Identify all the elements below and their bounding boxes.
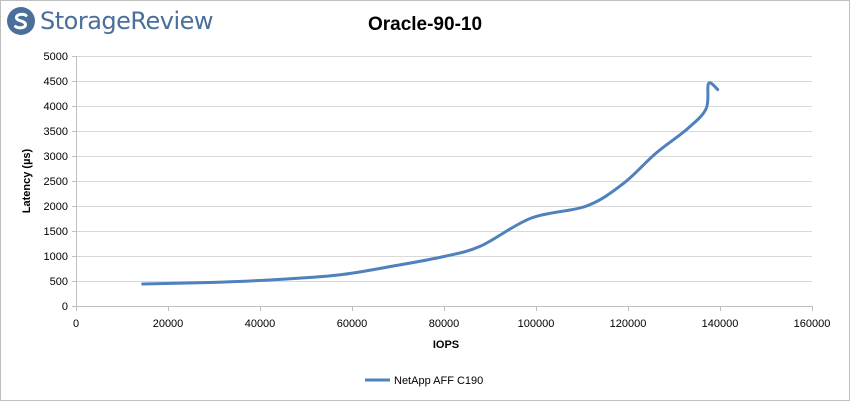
y-tick-label: 2500 <box>44 176 68 188</box>
series-lines <box>141 81 720 286</box>
x-tick-label: 140000 <box>702 318 739 330</box>
y-tick-label: 3500 <box>44 126 68 138</box>
x-tick-label: 160000 <box>794 318 831 330</box>
y-tick-label: 500 <box>50 276 68 288</box>
axes <box>72 56 813 311</box>
x-tick-label: 0 <box>73 318 79 330</box>
y-tick-label: 1500 <box>44 226 68 238</box>
x-tick-label: 40000 <box>245 318 276 330</box>
y-axis-label: Latency (µs) <box>21 148 33 213</box>
x-tick-label: 20000 <box>153 318 184 330</box>
x-tick-label: 120000 <box>610 318 647 330</box>
y-tick-label: 3000 <box>44 151 68 163</box>
x-tick-label: 100000 <box>518 318 555 330</box>
x-axis-label: IOPS <box>433 339 459 351</box>
chart-title-text: Oracle-90-10 <box>367 14 483 35</box>
y-tick-labels: 0 500 1000 1500 2000 2500 3000 3500 4000 4500 5000 <box>44 51 68 313</box>
y-tick-label: 1000 <box>44 251 68 263</box>
y-tick-label: 4000 <box>44 101 68 113</box>
gridlines <box>76 56 812 282</box>
storagereview-logo-icon <box>7 7 35 35</box>
y-tick-label: 4500 <box>44 76 68 88</box>
y-tick-label: 5000 <box>44 51 68 63</box>
series-line <box>141 81 720 286</box>
y-tick-label: 2000 <box>44 201 68 213</box>
storagereview-logo: StorageReview <box>6 4 214 38</box>
x-tick-label: 80000 <box>429 318 460 330</box>
x-tick-labels: 0 20000 40000 60000 80000 100000 120000 140000 1… <box>73 318 830 330</box>
brand-name: StorageReview <box>40 7 214 35</box>
legend-label: NetApp AFF C190 <box>394 375 483 387</box>
chart-title: Oracle-90-10 <box>0 14 850 36</box>
y-tick-label: 0 <box>62 301 68 313</box>
x-tick-label: 60000 <box>337 318 368 330</box>
legend: NetApp AFF C190 <box>365 375 483 387</box>
